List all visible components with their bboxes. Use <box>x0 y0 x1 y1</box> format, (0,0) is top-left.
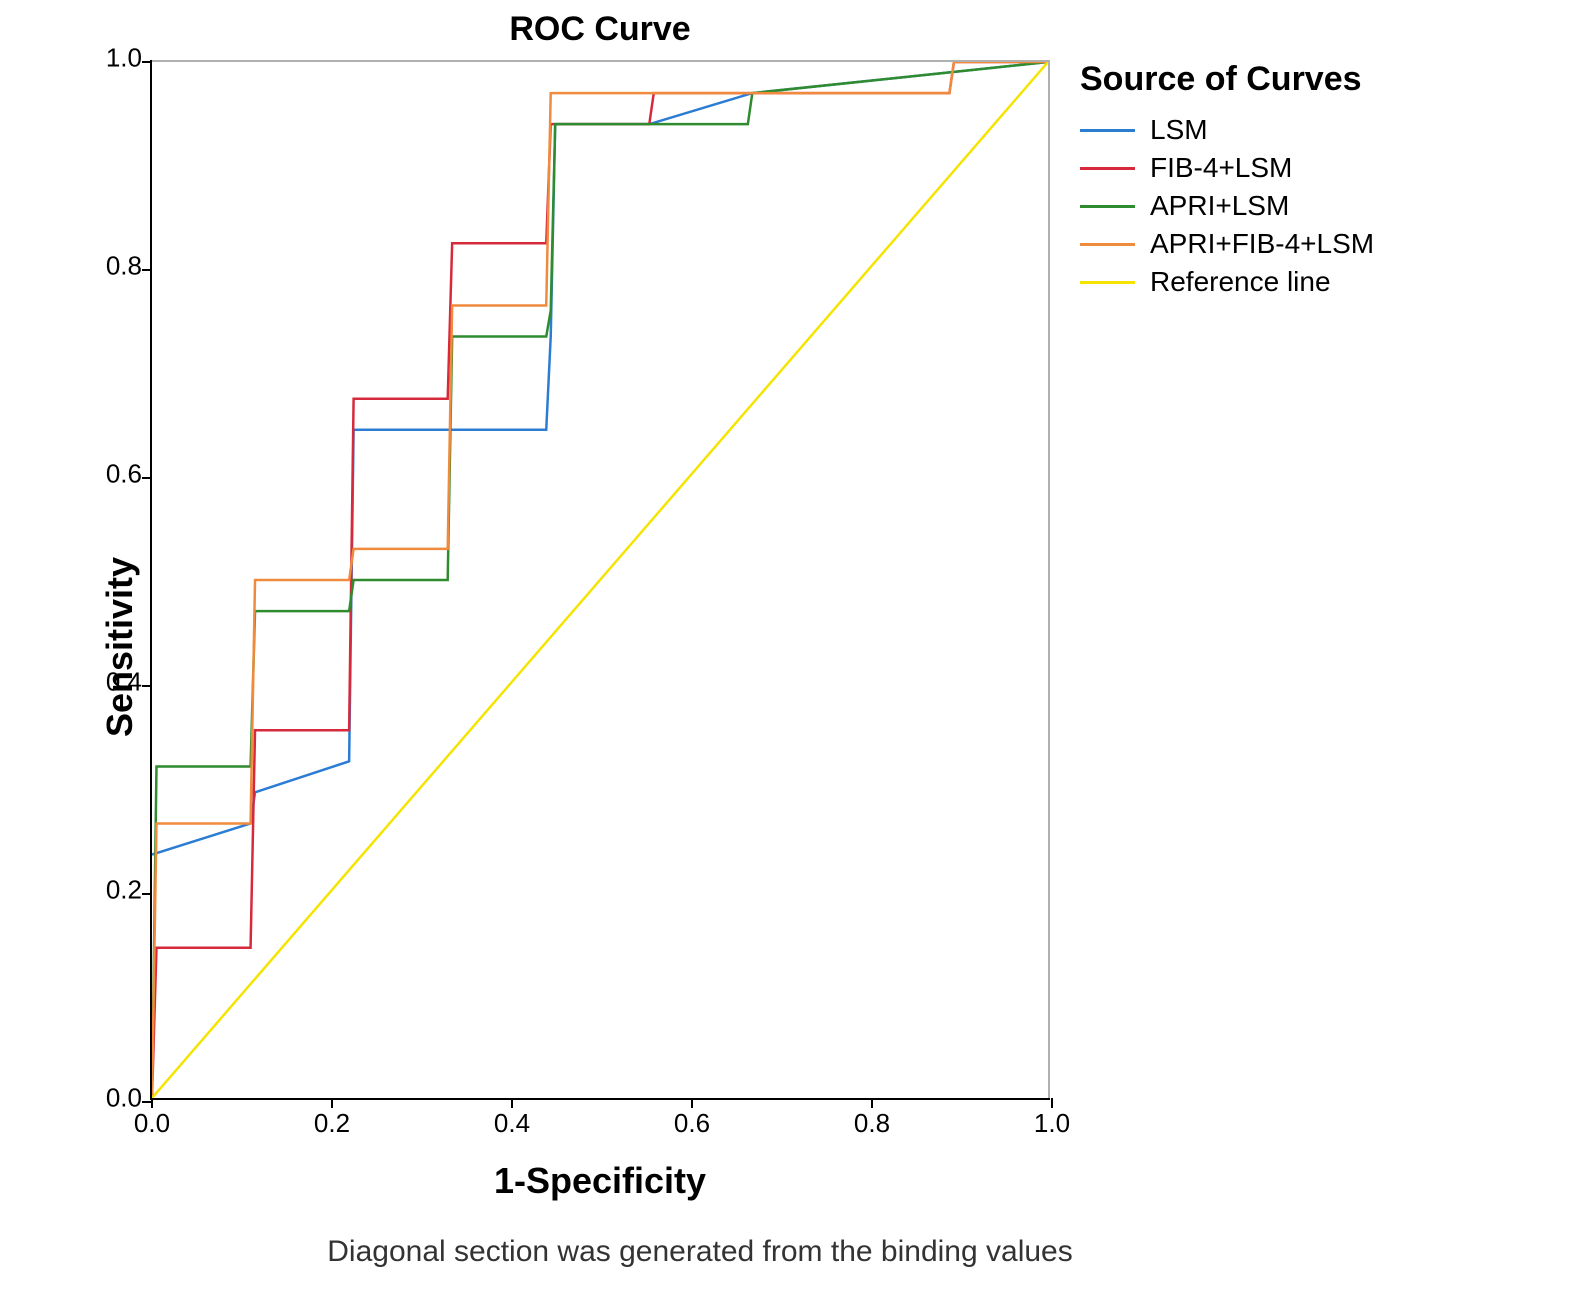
legend-label: APRI+LSM <box>1150 190 1289 222</box>
y-tick-label: 0.4 <box>106 667 152 698</box>
x-tick-label: 1.0 <box>1034 1098 1070 1139</box>
series-lsm <box>152 62 1048 855</box>
y-tick-label: 0.0 <box>106 1083 152 1114</box>
x-tick-label: 0.2 <box>314 1098 350 1139</box>
legend-item: APRI+FIB-4+LSM <box>1080 228 1560 260</box>
x-tick-label: 0.8 <box>854 1098 890 1139</box>
legend-item: Reference line <box>1080 266 1560 298</box>
x-tick-label: 0.4 <box>494 1098 530 1139</box>
legend-items: LSM FIB-4+LSM APRI+LSM APRI+FIB-4+LSM Refere… <box>1080 114 1560 298</box>
chart-container: ROC Curve Sensitivity 0.00.20.40.60.81.0… <box>0 0 1594 1294</box>
legend-label: APRI+FIB-4+LSM <box>1150 228 1374 260</box>
legend-label: Reference line <box>1150 266 1331 298</box>
legend-title: Source of Curves <box>1080 60 1560 99</box>
chart-caption: Diagonal section was generated from the … <box>250 1235 1150 1269</box>
legend-label: FIB-4+LSM <box>1150 152 1292 184</box>
x-axis-label: 1-Specificity <box>400 1160 800 1202</box>
legend-item: LSM <box>1080 114 1560 146</box>
legend-label: LSM <box>1150 114 1208 146</box>
y-tick-label: 0.8 <box>106 251 152 282</box>
y-tick-label: 0.2 <box>106 875 152 906</box>
plot-area: 0.00.20.40.60.81.00.00.20.40.60.81.0 <box>150 60 1050 1100</box>
chart-title: ROC Curve <box>400 10 800 49</box>
y-tick-label: 0.6 <box>106 459 152 490</box>
y-axis-label: Sensitivity <box>99 557 141 737</box>
legend-swatch <box>1080 129 1135 132</box>
legend-swatch <box>1080 243 1135 246</box>
roc-lines-svg <box>152 62 1048 1098</box>
legend-swatch <box>1080 205 1135 208</box>
legend-item: FIB-4+LSM <box>1080 152 1560 184</box>
y-tick-label: 1.0 <box>106 43 152 74</box>
legend-swatch <box>1080 281 1135 284</box>
legend: Source of Curves LSM FIB-4+LSM APRI+LSM APR… <box>1080 60 1560 304</box>
x-tick-label: 0.6 <box>674 1098 710 1139</box>
legend-item: APRI+LSM <box>1080 190 1560 222</box>
legend-swatch <box>1080 167 1135 170</box>
